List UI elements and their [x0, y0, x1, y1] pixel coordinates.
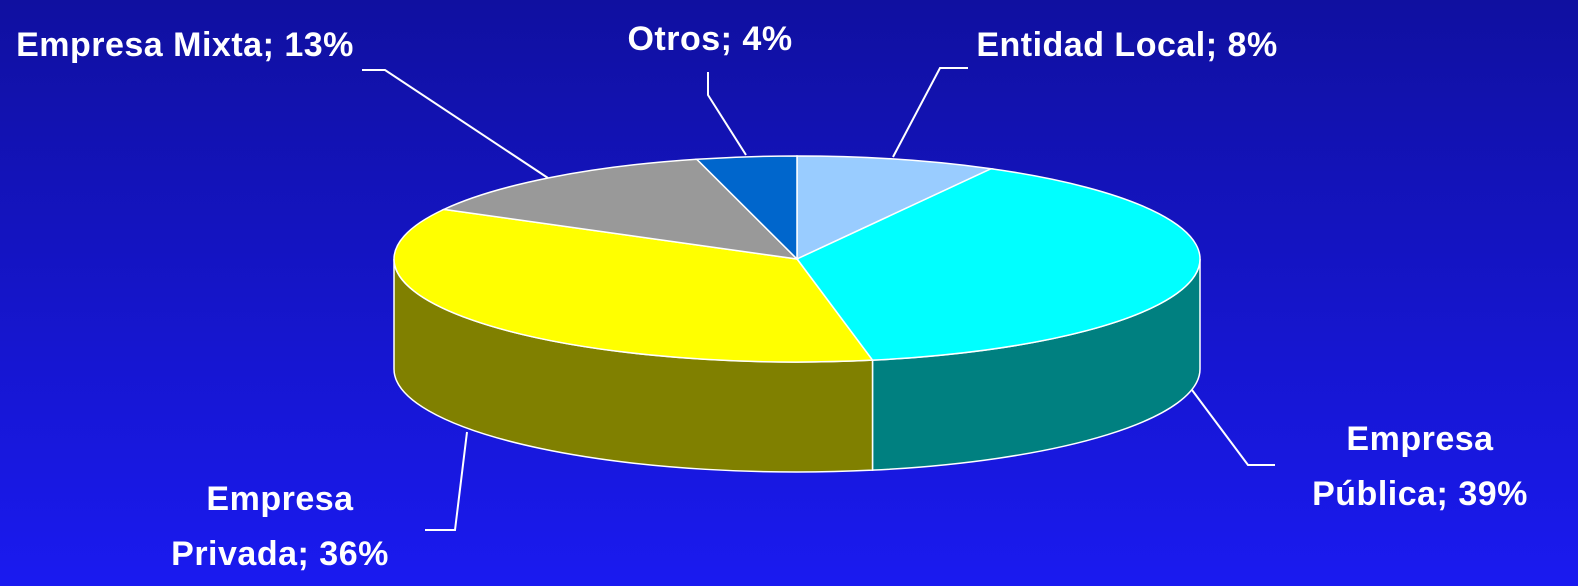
category-label: Otros — [627, 20, 721, 58]
leader-line — [362, 69, 549, 179]
separator: ; — [297, 535, 310, 573]
separator: ; — [1205, 26, 1218, 64]
slice — [441, 158, 800, 261]
separator: ; — [720, 20, 733, 58]
slice — [695, 155, 798, 261]
slice — [393, 208, 874, 363]
data-label: Empresa Mixta; 13% — [5, 18, 365, 73]
value-label: 13% — [284, 26, 354, 64]
data-label: Empresa Pública; 39% — [1275, 412, 1565, 522]
leader-line — [707, 72, 747, 156]
slice — [795, 167, 1201, 361]
leader-line — [425, 431, 468, 531]
leader-line — [892, 67, 968, 158]
data-label: Entidad Local; 8% — [962, 18, 1292, 73]
category-label: Empresa Mixta — [16, 26, 263, 64]
data-label: Empresa Privada; 36% — [135, 472, 425, 582]
slice — [796, 155, 994, 261]
category-label: Empresa Privada — [171, 480, 354, 573]
value-label: 36% — [319, 535, 389, 573]
separator: ; — [262, 26, 275, 64]
value-label: 4% — [742, 20, 793, 58]
category-label: Entidad Local — [976, 26, 1206, 64]
separator: ; — [1436, 475, 1449, 513]
value-label: 39% — [1458, 475, 1528, 513]
leader-line — [1191, 389, 1275, 466]
category-label: Empresa Pública — [1312, 420, 1494, 513]
data-label: Otros; 4% — [560, 12, 860, 67]
value-label: 8% — [1227, 26, 1278, 64]
